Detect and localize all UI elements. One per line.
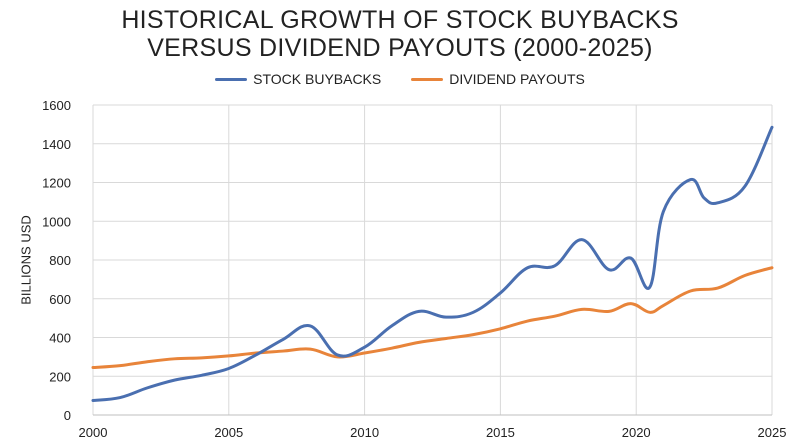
x-tick-label: 2005 [214, 425, 243, 440]
legend-swatch-buybacks [215, 77, 248, 81]
y-tick-label: 200 [49, 369, 71, 384]
legend-item-dividends: DIVIDEND PAYOUTS [411, 71, 585, 87]
chart-legend: STOCK BUYBACKS DIVIDEND PAYOUTS [0, 71, 800, 87]
legend-label-buybacks: STOCK BUYBACKS [253, 71, 382, 87]
y-tick-label: 600 [49, 292, 71, 307]
y-tick-label: 1600 [42, 98, 71, 113]
series-line-buybacks [91, 125, 774, 402]
series-line-dividends [91, 266, 774, 370]
y-tick-label: 800 [49, 253, 71, 268]
y-tick-label: 0 [64, 408, 71, 423]
x-tick-label: 2000 [79, 425, 108, 440]
chart-title: HISTORICAL GROWTH OF STOCK BUYBACKS VERS… [0, 6, 800, 62]
chart-title-line-1: HISTORICAL GROWTH OF STOCK BUYBACKS [121, 6, 679, 34]
y-tick-label: 1200 [42, 176, 71, 191]
legend-item-buybacks: STOCK BUYBACKS [215, 71, 381, 87]
y-tick-label: 1000 [42, 214, 71, 229]
x-tick-label: 2025 [758, 425, 787, 440]
chart-title-line-2: VERSUS DIVIDEND PAYOUTS (2000-2025) [147, 34, 653, 62]
x-tick-label: 2015 [486, 425, 515, 440]
legend-swatch-dividends [411, 77, 444, 81]
x-tick-label: 2010 [350, 425, 379, 440]
legend-label-dividends: DIVIDEND PAYOUTS [449, 71, 585, 87]
x-tick-label: 2020 [622, 425, 651, 440]
y-tick-label: 400 [49, 331, 71, 346]
y-tick-label: 1400 [42, 137, 71, 152]
